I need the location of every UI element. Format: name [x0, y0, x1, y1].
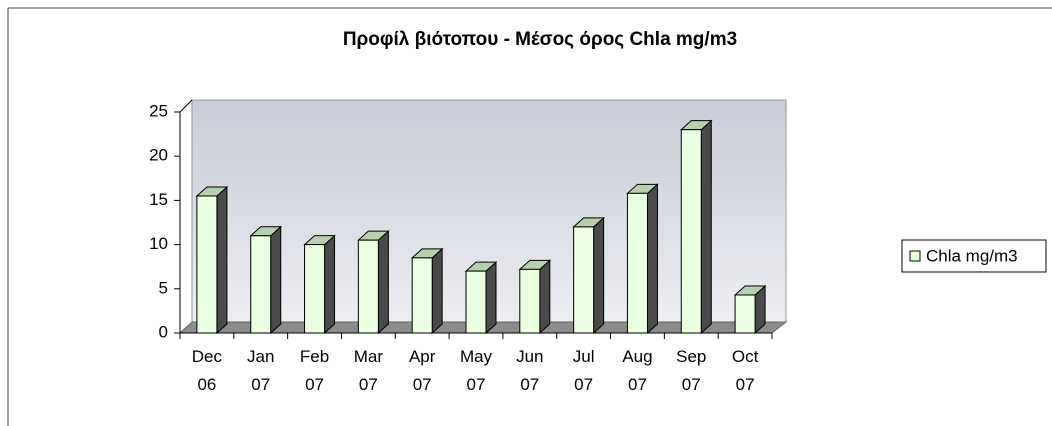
bar — [411, 257, 433, 334]
x-tick-label-line: 07 — [628, 375, 647, 394]
x-tick-label: Sep 07 — [676, 347, 706, 394]
bar-side — [485, 260, 497, 335]
y-tick-label: 0 — [159, 322, 168, 341]
bar — [196, 195, 218, 334]
x-tick-label-line: 07 — [251, 375, 270, 394]
bar-side — [216, 185, 228, 335]
legend-swatch — [909, 250, 921, 262]
x-tick-label-line: Dec — [192, 347, 223, 366]
y-tick-label: 25 — [149, 101, 168, 120]
x-tick-label-line: 07 — [413, 375, 432, 394]
x-tick-label-line: 07 — [736, 375, 755, 394]
x-tick-label-line: Feb — [300, 347, 329, 366]
bar — [304, 244, 326, 334]
bar-side — [593, 216, 605, 335]
x-tick-label-line: Jul — [573, 347, 595, 366]
x-tick-label-line: 07 — [520, 375, 539, 394]
bar-side — [324, 234, 336, 335]
x-tick-label-line: 06 — [197, 375, 216, 394]
x-tick-label-line: 07 — [682, 375, 701, 394]
y-tick-label: 20 — [149, 146, 168, 165]
y-tick-label: 10 — [149, 234, 168, 253]
bar — [573, 226, 595, 334]
bar — [680, 129, 702, 334]
bar — [519, 268, 541, 334]
x-tick-label: Jun 07 — [516, 347, 543, 394]
x-tick-label: Aug 07 — [622, 347, 652, 394]
x-tick-label: May 07 — [460, 347, 493, 394]
x-tick-label: Apr 07 — [409, 347, 436, 394]
x-tick-label-line: Apr — [409, 347, 436, 366]
y-tick-label: 5 — [159, 278, 168, 297]
bar — [357, 239, 379, 334]
x-tick-label-line: May — [460, 347, 493, 366]
bar — [465, 270, 487, 334]
x-tick-label: Oct 07 — [732, 347, 759, 394]
y-tick-label: 15 — [149, 190, 168, 209]
bar — [626, 192, 648, 334]
x-tick-label: Feb 07 — [300, 347, 329, 394]
x-tick-label-line: Jan — [247, 347, 274, 366]
x-tick-label-line: 07 — [467, 375, 486, 394]
bar-side — [431, 247, 443, 335]
x-tick-label-line: Jun — [516, 347, 543, 366]
x-tick-label: Mar 07 — [354, 347, 384, 394]
bar-side — [270, 225, 282, 335]
legend — [901, 239, 1047, 273]
x-tick-label-line: 07 — [359, 375, 378, 394]
x-tick-label: Jan 07 — [247, 347, 274, 394]
x-tick-label-line: 07 — [574, 375, 593, 394]
x-tick-label-line: 07 — [305, 375, 324, 394]
x-tick-label-line: Oct — [732, 347, 759, 366]
legend-label: Chla mg/m3 — [926, 246, 1018, 265]
bar-side — [377, 230, 389, 335]
chart-title: Προφίλ βιότοπου - Μέσος όρος Chla mg/m3 — [343, 29, 737, 50]
x-tick-label-line: Sep — [676, 347, 706, 366]
bar-side — [700, 119, 712, 335]
bar — [250, 235, 272, 334]
bar — [734, 294, 756, 334]
x-tick-label: Jul 07 — [573, 347, 595, 394]
bar-side — [646, 183, 658, 335]
x-tick-label: Dec 06 — [192, 347, 223, 394]
x-tick-label-line: Mar — [354, 347, 384, 366]
x-tick-label-line: Aug — [622, 347, 652, 366]
bar-side — [539, 259, 551, 335]
y-axis — [179, 99, 193, 113]
